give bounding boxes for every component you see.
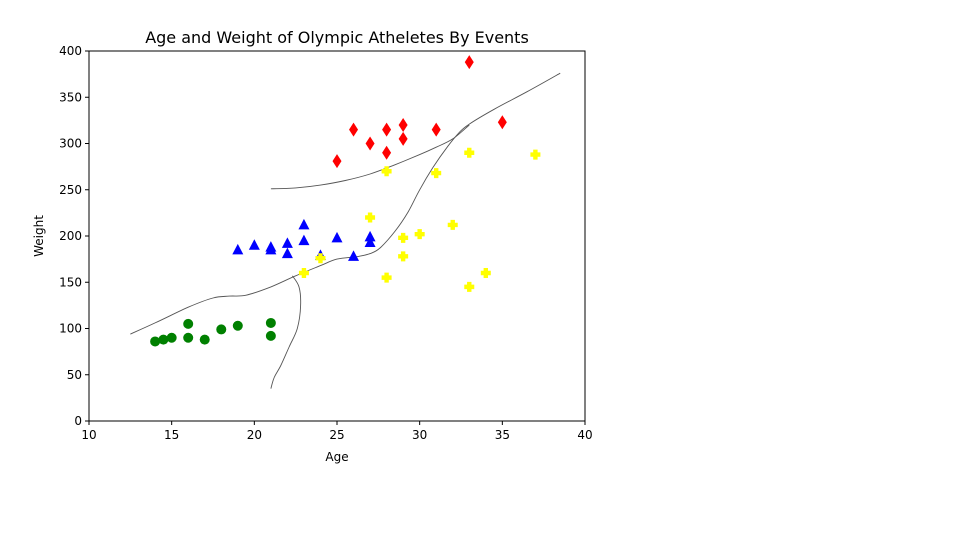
data-point: [398, 118, 408, 132]
data-point: [431, 168, 442, 179]
x-tick-label: 20: [247, 428, 262, 442]
y-tick-label: 350: [59, 90, 82, 104]
x-tick-label: 40: [577, 428, 592, 442]
data-point: [364, 236, 376, 247]
data-point: [381, 166, 392, 177]
data-point: [265, 243, 277, 255]
data-point: [216, 324, 227, 335]
data-point: [298, 218, 310, 230]
data-point: [183, 318, 194, 329]
y-axis-ticks: 0 50 100 150 200 250 300 350 400: [59, 44, 89, 428]
data-point: [381, 272, 392, 283]
y-tick-label: 400: [59, 44, 82, 58]
data-point: [199, 334, 210, 345]
x-tick-label: 30: [412, 428, 427, 442]
data-point: [464, 147, 475, 158]
data-point: [298, 234, 310, 246]
data-point: [349, 122, 359, 137]
x-tick-label: 10: [81, 428, 96, 442]
y-tick-label: 50: [67, 368, 82, 382]
data-point: [265, 317, 276, 328]
data-point: [298, 268, 309, 278]
data-point: [398, 131, 408, 146]
y-axis-label: Weight: [32, 215, 46, 257]
x-axis-ticks: 10 15 20 25 30 35 40: [81, 421, 593, 442]
chart-title: Age and Weight of Olympic Atheletes By E…: [145, 28, 529, 47]
data-point: [398, 232, 409, 243]
data-point: [281, 247, 293, 259]
data-point: [530, 149, 541, 160]
data-point: [365, 212, 376, 223]
data-point: [281, 237, 293, 248]
data-point: [232, 320, 243, 331]
data-point: [158, 334, 169, 345]
y-tick-label: 0: [74, 414, 82, 428]
y-tick-label: 150: [59, 275, 82, 289]
data-point: [348, 250, 360, 261]
data-point: [315, 253, 326, 264]
data-point: [265, 330, 276, 341]
data-point: [431, 122, 441, 137]
y-tick-label: 250: [59, 183, 82, 197]
plot-frame: [88, 50, 586, 422]
y-tick-label: 300: [59, 137, 82, 151]
trend-curves: [130, 72, 561, 389]
data-point: [183, 332, 194, 343]
data-point: [464, 281, 475, 292]
data-points: [150, 55, 541, 347]
data-point: [480, 268, 491, 278]
data-point: [382, 145, 392, 160]
data-point: [166, 332, 177, 343]
data-point: [414, 229, 425, 240]
data-point: [382, 122, 392, 137]
data-point: [150, 336, 161, 347]
data-point: [398, 251, 409, 262]
data-point: [364, 230, 376, 242]
x-tick-label: 35: [495, 428, 510, 442]
data-point: [248, 239, 260, 250]
data-point: [232, 243, 244, 255]
x-axis-label: Age: [325, 450, 348, 464]
y-tick-label: 100: [59, 322, 82, 336]
data-point: [464, 55, 474, 70]
data-point: [331, 231, 343, 243]
data-point: [332, 154, 342, 169]
x-tick-label: 25: [329, 428, 344, 442]
y-tick-label: 200: [59, 229, 82, 243]
x-tick-label: 15: [164, 428, 179, 442]
data-point: [447, 219, 458, 230]
trend-curve: [130, 72, 561, 335]
data-point: [365, 136, 375, 151]
data-point: [497, 115, 507, 130]
trend-curve: [270, 275, 302, 389]
